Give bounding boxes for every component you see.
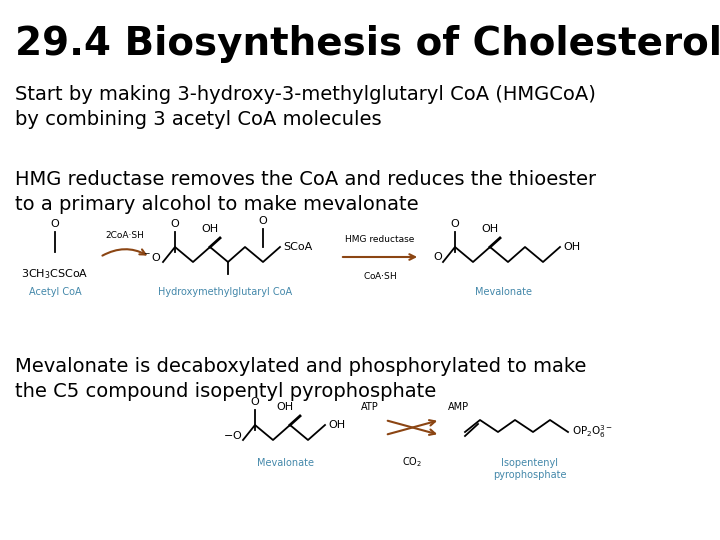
Text: SCoA: SCoA bbox=[283, 242, 312, 252]
Text: O: O bbox=[451, 219, 459, 229]
Text: AMP: AMP bbox=[447, 402, 469, 412]
Text: $^-$O: $^-$O bbox=[142, 251, 162, 263]
Text: O: O bbox=[251, 397, 259, 407]
Text: Acetyl CoA: Acetyl CoA bbox=[29, 287, 81, 297]
Text: O: O bbox=[433, 252, 442, 262]
Text: OH: OH bbox=[328, 420, 345, 430]
Text: 2CoA·SH: 2CoA·SH bbox=[106, 231, 145, 240]
Text: OH: OH bbox=[276, 402, 294, 412]
Text: 29.4 Biosynthesis of Cholesterol: 29.4 Biosynthesis of Cholesterol bbox=[15, 25, 720, 63]
Text: O: O bbox=[258, 216, 267, 226]
Text: $-$O: $-$O bbox=[222, 429, 242, 441]
Text: OH: OH bbox=[202, 224, 219, 234]
Text: OH: OH bbox=[482, 224, 498, 234]
Text: Hydroxymethylglutaryl CoA: Hydroxymethylglutaryl CoA bbox=[158, 287, 292, 297]
Text: OH: OH bbox=[563, 242, 580, 252]
Text: Mevalonate is decaboxylated and phosphorylated to make
the C5 compound isopentyl: Mevalonate is decaboxylated and phosphor… bbox=[15, 357, 586, 401]
Text: O: O bbox=[171, 219, 179, 229]
Text: ATP: ATP bbox=[361, 402, 379, 412]
Text: CoA$\cdot$SH: CoA$\cdot$SH bbox=[363, 270, 397, 281]
Text: Mevalonate: Mevalonate bbox=[256, 458, 313, 468]
Text: Isopentenyl
pyrophosphate: Isopentenyl pyrophosphate bbox=[493, 458, 567, 480]
Text: CO$_2$: CO$_2$ bbox=[402, 455, 422, 469]
Text: Start by making 3-hydroxy-3-methylglutaryl CoA (HMGCoA)
by combining 3 acetyl Co: Start by making 3-hydroxy-3-methylglutar… bbox=[15, 85, 596, 129]
Text: HMG reductase removes the CoA and reduces the thioester
to a primary alcohol to : HMG reductase removes the CoA and reduce… bbox=[15, 170, 596, 214]
Text: O: O bbox=[50, 219, 59, 229]
Text: OP$_2$O$_6^{3-}$: OP$_2$O$_6^{3-}$ bbox=[572, 423, 613, 441]
Text: Mevalonate: Mevalonate bbox=[474, 287, 531, 297]
Text: HMG reductase: HMG reductase bbox=[346, 235, 415, 244]
Text: 3CH$_3$CSCoA: 3CH$_3$CSCoA bbox=[22, 267, 89, 281]
